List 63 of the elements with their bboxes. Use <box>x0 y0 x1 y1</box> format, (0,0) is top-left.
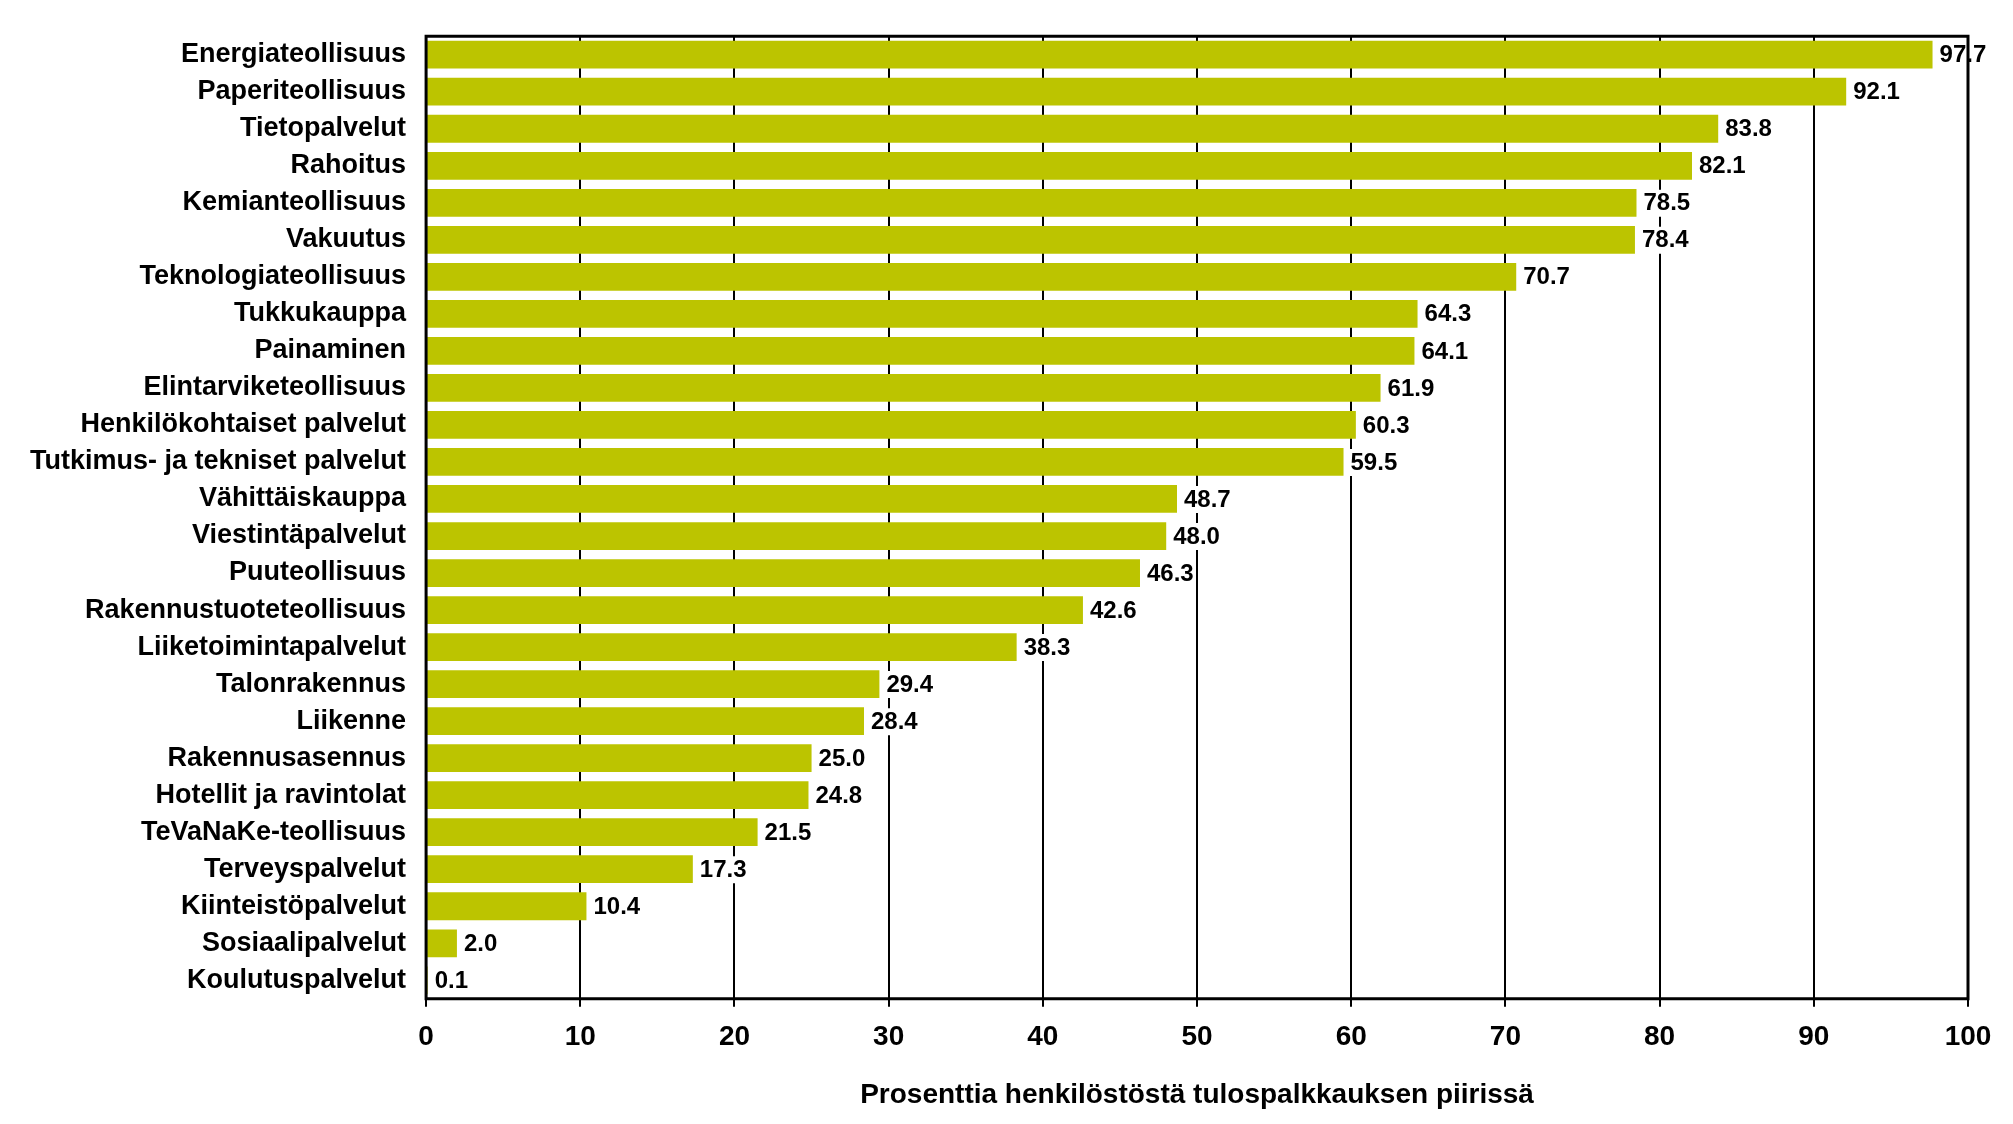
data-label: 46.3 <box>1146 558 1194 586</box>
data-label: 92.1 <box>1853 77 1900 105</box>
data-label: 21.5 <box>764 817 812 845</box>
y-tick-label: Puuteollisuus <box>229 556 407 587</box>
data-label: 29.4 <box>886 669 934 697</box>
y-tick-label: Terveyspalvelut <box>203 852 407 883</box>
data-label: 10.4 <box>593 891 641 919</box>
data-label: 17.3 <box>699 854 747 882</box>
data-label: 59.5 <box>1350 447 1398 475</box>
data-label: 78.4 <box>1641 225 1690 253</box>
y-tick-label: Painaminen <box>254 334 407 365</box>
y-tick-label: Tukkukauppa <box>234 297 408 328</box>
y-tick-label: Tutkimus- ja tekniset palvelut <box>29 445 407 476</box>
y-tick-label: Rakennustuoteteollisuus <box>85 593 407 624</box>
y-tick-label: Liiketoimintapalvelut <box>137 630 407 661</box>
y-tick-label: Henkilökohtaiset palvelut <box>80 408 407 439</box>
y-tick-label: Tietopalvelut <box>240 112 407 143</box>
y-tick-label: Rahoitus <box>290 149 407 180</box>
data-label: 64.1 <box>1421 336 1469 364</box>
y-tick-label: Rakennusasennus <box>167 741 407 772</box>
y-tick-label: Liikenne <box>296 704 407 735</box>
y-tick-label: Kiinteistöpalvelut <box>181 889 407 920</box>
data-label: 70.7 <box>1523 262 1570 290</box>
y-tick-label: Viestintäpalvelut <box>192 519 407 550</box>
x-tick-label: 90 <box>1798 1020 1830 1052</box>
data-label: 83.8 <box>1725 114 1772 142</box>
y-tick-label: Vähittäiskauppa <box>199 482 408 513</box>
data-label: 2.0 <box>463 928 498 956</box>
x-tick-label: 50 <box>1181 1020 1213 1052</box>
y-tick-label: Elintarviketeollisuus <box>143 371 407 402</box>
data-label: 38.3 <box>1023 632 1071 660</box>
y-tick-label: TeVaNaKe-teollisuus <box>140 815 407 846</box>
x-tick-label: 80 <box>1644 1020 1676 1052</box>
x-tick-label: 60 <box>1335 1020 1367 1052</box>
data-label: 48.7 <box>1184 484 1231 512</box>
x-tick-label: 30 <box>873 1020 905 1052</box>
data-label: 78.5 <box>1643 188 1691 216</box>
data-label: 24.8 <box>815 780 863 808</box>
data-label: 0.1 <box>434 965 469 993</box>
data-label: 60.3 <box>1362 410 1410 438</box>
x-tick-label: 100 <box>1944 1020 1992 1052</box>
x-tick-label: 40 <box>1027 1020 1059 1052</box>
x-tick-label: 20 <box>718 1020 751 1052</box>
data-label: 82.1 <box>1699 151 1746 179</box>
y-tick-label: Paperiteollisuus <box>197 75 407 106</box>
x-tick-label: 70 <box>1489 1020 1521 1052</box>
y-tick-label: Sosiaalipalvelut <box>201 926 407 957</box>
y-tick-label: Koulutuspalvelut <box>187 963 407 994</box>
data-label: 61.9 <box>1387 373 1435 401</box>
y-tick-label: Energiateollisuus <box>181 38 407 69</box>
x-axis-title: Prosenttia henkilöstöstä tulospalkkauksen piirissä <box>860 1077 1535 1109</box>
y-tick-label: Talonrakennus <box>216 667 407 698</box>
data-label: 42.6 <box>1089 595 1137 623</box>
data-label: 64.3 <box>1424 299 1472 327</box>
data-label: 28.4 <box>870 706 919 734</box>
data-label: 48.0 <box>1173 521 1220 549</box>
y-tick-label: Hotellit ja ravintolat <box>155 778 407 809</box>
y-tick-label: Vakuutus <box>286 223 407 254</box>
data-label: 25.0 <box>818 743 866 771</box>
x-tick-label: 0 <box>418 1020 434 1052</box>
y-tick-label: Teknologiateollisuus <box>139 260 407 291</box>
y-tick-label: Kemianteollisuus <box>182 186 407 217</box>
x-tick-label: 10 <box>564 1020 596 1052</box>
